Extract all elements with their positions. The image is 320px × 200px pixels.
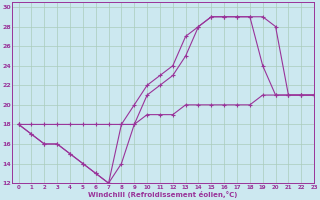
X-axis label: Windchill (Refroidissement éolien,°C): Windchill (Refroidissement éolien,°C) — [88, 191, 238, 198]
